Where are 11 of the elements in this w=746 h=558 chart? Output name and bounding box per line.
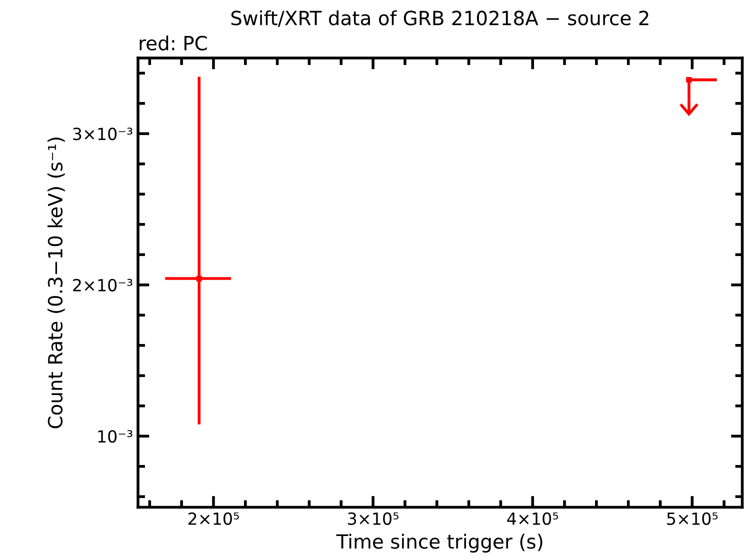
x-axis-title: Time since trigger (s) <box>336 534 542 553</box>
x-tick-label: 3×10⁵ <box>348 512 398 525</box>
y-axis-title: Count Rate (0.3−10 keV) (s⁻¹) <box>48 138 65 428</box>
x-tick-label: 5×10⁵ <box>667 512 718 525</box>
x-tick-label: 2×10⁵ <box>188 512 239 525</box>
y-tick-label: 2×10⁻³ <box>73 278 132 292</box>
y-tick-label: 3×10⁻³ <box>73 128 132 140</box>
y-tick-label: 10⁻³ <box>98 430 132 443</box>
x-tick-label: 4×10⁵ <box>507 512 558 525</box>
chart-title: Swift/XRT data of GRB 210218A − source 2 <box>231 10 648 27</box>
chart-subtitle: red: PC <box>140 35 207 50</box>
